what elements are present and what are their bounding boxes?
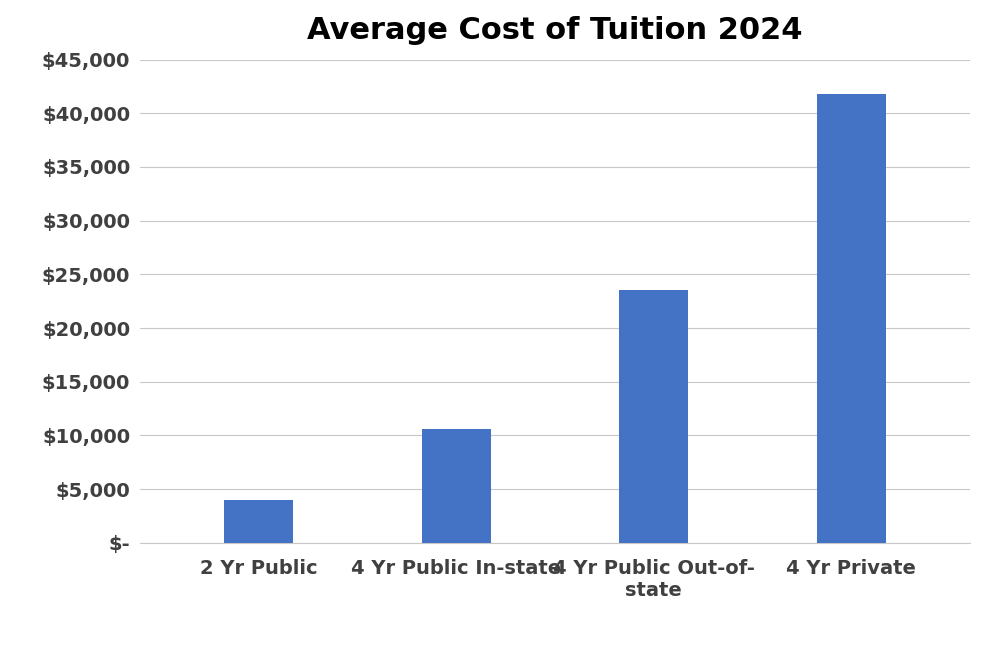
Bar (224, 500, 293, 543)
Bar (619, 291, 688, 543)
Bar (422, 429, 491, 543)
Bar (817, 94, 886, 543)
Title: Average Cost of Tuition 2024: Average Cost of Tuition 2024 (307, 16, 803, 45)
